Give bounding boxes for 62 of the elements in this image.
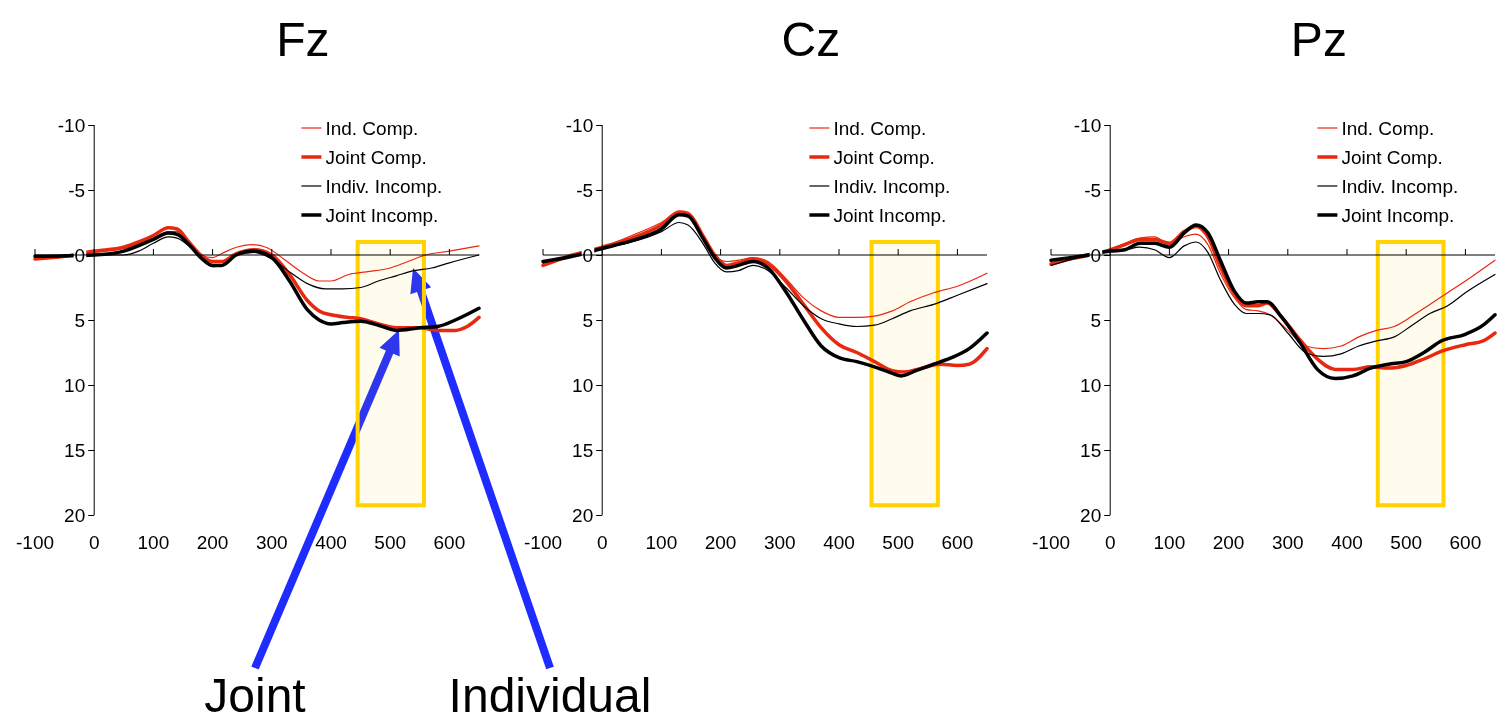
y-tick-label: 10 — [64, 374, 86, 396]
legend-label: Indiv. Incomp. — [1341, 176, 1459, 197]
y-tick-label: 0 — [582, 244, 594, 266]
x-tick-label: 300 — [1271, 532, 1304, 553]
x-tick-label: 500 — [1390, 532, 1423, 553]
y-tick-label: 10 — [572, 374, 594, 396]
x-tick-label: 300 — [255, 532, 288, 553]
y-tick-label: 15 — [1080, 439, 1102, 461]
text: Individual — [448, 669, 652, 722]
y-tick-label: 5 — [1090, 309, 1102, 331]
y-tick-label: -5 — [68, 179, 86, 201]
text: Joint — [204, 669, 306, 722]
legend-label: Ind. Comp. — [325, 118, 419, 139]
y-tick-label: 5 — [74, 309, 86, 331]
x-tick-label: 400 — [1331, 532, 1363, 553]
legend-label: Joint Incomp. — [833, 205, 947, 226]
x-tick-label: 200 — [196, 532, 229, 553]
y-tick-label: 20 — [1080, 504, 1102, 526]
x-tick-label: 400 — [315, 532, 347, 553]
y-tick-label: -10 — [565, 114, 594, 136]
y-tick-label: 20 — [64, 504, 86, 526]
legend-label: Joint Incomp. — [1341, 205, 1455, 226]
x-tick-label: 100 — [645, 532, 678, 553]
x-tick-label: 500 — [374, 532, 407, 553]
x-tick-label: 400 — [823, 532, 855, 553]
y-tick-label: 0 — [1090, 244, 1102, 266]
y-tick-label: 15 — [572, 439, 594, 461]
chart-title: Fz — [276, 13, 330, 66]
legend-label: Indiv. Incomp. — [833, 176, 951, 197]
y-tick-label: 15 — [64, 439, 86, 461]
legend-label: Joint Comp. — [1341, 147, 1443, 168]
legend-label: Ind. Comp. — [833, 118, 927, 139]
x-tick-label: 0 — [88, 532, 100, 553]
legend-label: Ind. Comp. — [1341, 118, 1435, 139]
x-tick-label: 600 — [941, 532, 974, 553]
x-tick-label: 600 — [433, 532, 466, 553]
x-tick-label: 100 — [1153, 532, 1186, 553]
y-tick-label: 10 — [1080, 374, 1102, 396]
x-tick-label: 200 — [1212, 532, 1245, 553]
y-tick-label: 20 — [572, 504, 594, 526]
x-tick-label: -100 — [523, 532, 563, 553]
y-tick-label: -5 — [576, 179, 594, 201]
y-tick-label: -10 — [57, 114, 86, 136]
x-tick-label: -100 — [15, 532, 55, 553]
x-tick-label: 0 — [596, 532, 608, 553]
x-tick-label: 500 — [882, 532, 915, 553]
y-tick-label: -10 — [1073, 114, 1102, 136]
chart-title: Cz — [781, 13, 841, 66]
x-tick-label: 600 — [1449, 532, 1482, 553]
legend-label: Joint Comp. — [833, 147, 935, 168]
x-tick-label: 0 — [1104, 532, 1116, 553]
x-tick-label: 300 — [763, 532, 796, 553]
x-tick-label: -100 — [1031, 532, 1071, 553]
y-tick-label: 5 — [582, 309, 594, 331]
legend-label: Joint Comp. — [325, 147, 427, 168]
legend-label: Indiv. Incomp. — [325, 176, 443, 197]
y-tick-label: -5 — [1084, 179, 1102, 201]
x-tick-label: 200 — [704, 532, 737, 553]
y-tick-label: 0 — [74, 244, 86, 266]
legend-label: Joint Incomp. — [325, 205, 439, 226]
chart-title: Pz — [1290, 13, 1347, 66]
x-tick-label: 100 — [137, 532, 170, 553]
